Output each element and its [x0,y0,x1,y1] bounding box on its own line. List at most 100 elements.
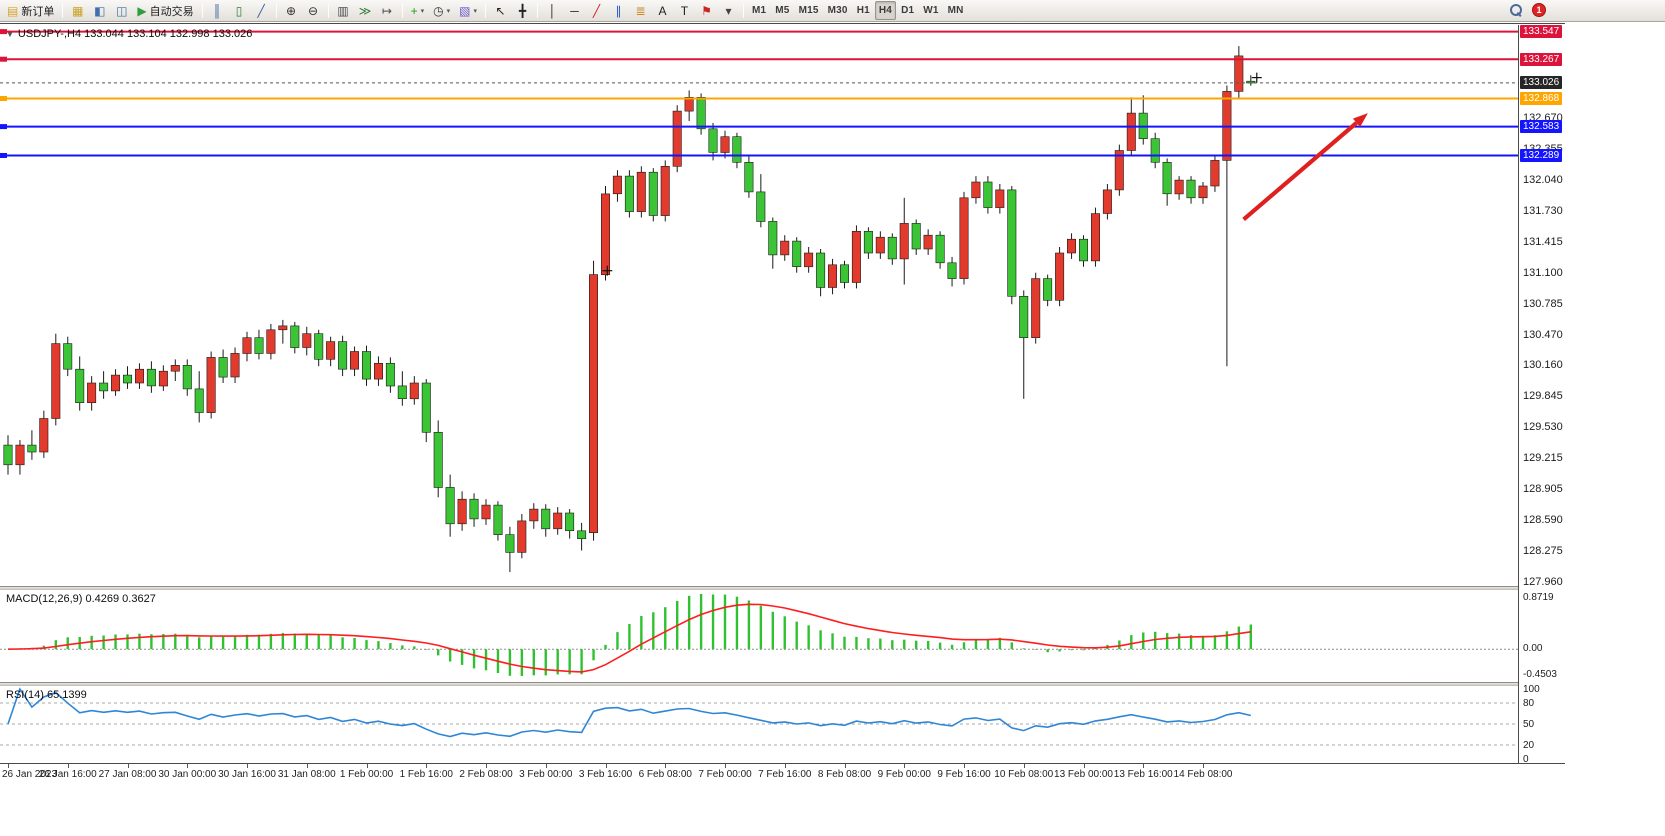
candle[interactable] [182,359,192,396]
candle[interactable] [230,347,240,384]
chart-shift-button[interactable]: ↦ [377,1,398,20]
candle[interactable] [851,225,861,289]
candle[interactable] [194,371,204,423]
candle[interactable] [433,420,443,498]
candle[interactable] [15,440,25,475]
candle[interactable] [1198,182,1208,204]
candle[interactable] [839,260,849,289]
candle[interactable] [768,217,778,269]
candle[interactable] [1007,186,1017,305]
candle[interactable] [63,336,73,377]
market-watch-button[interactable]: ◧ [89,1,110,20]
candle[interactable] [1234,46,1244,100]
candle[interactable] [39,410,49,458]
horizontal-line-132.583[interactable] [0,124,1519,130]
candle[interactable] [481,499,491,525]
candle[interactable] [99,371,109,399]
crosshair-button[interactable]: ╋ [512,1,533,20]
timeframe-mn[interactable]: MN [944,1,968,20]
candle[interactable] [75,356,85,411]
candle[interactable] [397,371,407,406]
candle[interactable] [1031,272,1041,344]
cursor-button[interactable]: ↖ [490,1,511,20]
candle[interactable] [636,166,646,218]
candle[interactable] [588,260,598,541]
candle[interactable] [409,376,419,405]
candle[interactable] [541,504,551,537]
candle[interactable] [935,231,945,269]
candle[interactable] [887,233,897,265]
candle[interactable] [1055,247,1065,307]
candle[interactable] [696,93,706,135]
candle[interactable] [624,170,634,218]
timeframe-m30[interactable]: M30 [824,1,852,20]
candle[interactable] [1043,274,1053,307]
timeframe-h4[interactable]: H4 [874,1,897,20]
timeframe-m15[interactable]: M15 [795,1,823,20]
candle[interactable] [684,90,694,121]
charts-window-button[interactable]: ▦ [67,1,88,20]
candle[interactable] [505,526,515,573]
pane-divider-rsi[interactable] [0,682,1565,686]
candle[interactable] [1246,75,1256,86]
candle[interactable] [27,430,37,460]
candle[interactable] [792,237,802,273]
candle[interactable] [1186,176,1196,204]
periods-button[interactable]: ◷ ▾ [429,1,454,20]
candle[interactable] [87,376,97,411]
candle[interactable] [600,186,610,281]
candle[interactable] [385,357,395,393]
price-chart[interactable] [0,25,1519,586]
notification-badge[interactable]: 1 [1532,3,1546,17]
trendline-button[interactable]: ╱ [586,1,607,20]
timeframe-w1[interactable]: W1 [919,1,942,20]
candle[interactable] [146,361,156,393]
candle[interactable] [804,247,814,273]
timeframe-d1[interactable]: D1 [897,1,918,20]
rsi-pane[interactable] [0,686,1519,763]
add-indicator-button[interactable]: + ▾ [407,1,429,20]
candle[interactable] [469,493,479,527]
time-axis[interactable]: 26 Jan 2023 26 Jan 16:00 27 Jan 08:00 30 Ja… [0,763,1565,781]
candlestick-type-button[interactable]: ▯ [229,1,250,20]
candle[interactable] [1019,290,1029,399]
candle[interactable] [995,184,1005,214]
candle[interactable] [242,331,252,362]
candle[interactable] [875,231,885,259]
candle[interactable] [1174,176,1184,200]
candle[interactable] [863,227,873,259]
candle[interactable] [445,474,455,537]
vertical-line-button[interactable]: │ [542,1,563,20]
candle[interactable] [206,351,216,419]
candle[interactable] [744,156,754,198]
arrows-button[interactable]: ⚑ [696,1,717,20]
candle[interactable] [756,174,766,228]
candle[interactable] [302,326,312,356]
text-button[interactable]: A [652,1,673,20]
candle[interactable] [361,345,371,386]
fibonacci-button[interactable]: ≣ [630,1,651,20]
candle[interactable] [708,122,718,161]
horizontal-line-133.547[interactable] [0,29,1519,35]
auto-trading-button[interactable]: ▶ 自动交易 [133,1,197,20]
horizontal-line-133.267[interactable] [0,56,1519,62]
new-chart-button[interactable]: ▥ [333,1,354,20]
candle[interactable] [971,176,981,204]
candle[interactable] [1114,144,1124,196]
candle[interactable] [660,160,670,222]
candle[interactable] [338,335,348,377]
candle[interactable] [648,168,658,222]
candle[interactable] [911,219,921,255]
templates-button[interactable]: ▧ ▾ [455,1,481,20]
candle[interactable] [218,349,228,384]
price-axis[interactable]: 132.670132.355132.040131.730131.415131.1… [1519,25,1565,781]
navigator-button[interactable]: ◫ [111,1,132,20]
candle[interactable] [899,197,909,285]
candle[interactable] [326,336,336,367]
candle[interactable] [959,191,969,285]
candle[interactable] [565,509,575,539]
candle[interactable] [1102,184,1112,220]
candle[interactable] [314,329,324,367]
candle[interactable] [816,249,826,297]
candle[interactable] [577,522,587,551]
